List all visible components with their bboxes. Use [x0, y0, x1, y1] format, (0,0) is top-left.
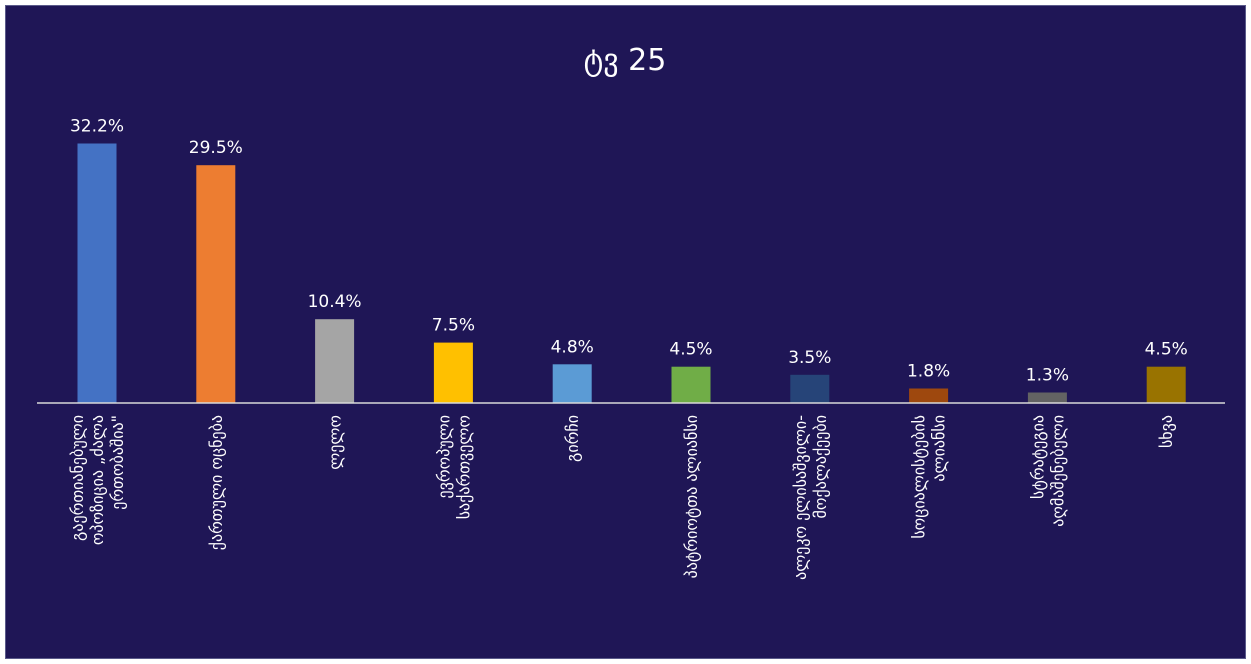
category-labels-layer: გაერთიანებული ოპოზიცია „ძალა ერთობაშია" ქარ…: [68, 415, 1176, 580]
bar-9: [1027, 392, 1067, 403]
bar-1: [77, 143, 117, 403]
bar-6: [671, 366, 711, 403]
category-label-line: ალიანსი: [930, 415, 949, 482]
category-label-line: გირჩი: [563, 415, 582, 462]
category-label-9: სტრატეგია აღმაშენებელი: [1028, 415, 1067, 527]
category-label-line: სტრატეგია: [1028, 415, 1047, 499]
category-label-line: გაერთიანებული: [68, 415, 87, 541]
value-label-9: 1.3%: [1026, 366, 1069, 386]
chart-frame: ტვ 25 32.2% 29.5% 10.4% 7.5% 4.8% 4.5% 3.5% 1.8…: [5, 5, 1246, 659]
category-label-7: ალეკო ელისაშვილი-მოქალაქეები: [791, 415, 830, 580]
category-label-line: ლელო: [326, 415, 345, 470]
bars-layer: [77, 143, 1186, 403]
category-label-line: ქართული ოცნება: [207, 415, 226, 550]
category-label-8: სოციალისტების ალიანსი: [910, 415, 949, 539]
bar-chart: ტვ 25 32.2% 29.5% 10.4% 7.5% 4.8% 4.5% 3.5% 1.8…: [6, 6, 1245, 658]
value-label-5: 4.8%: [551, 337, 594, 357]
category-label-3: ლელო: [326, 415, 345, 470]
category-label-line: ევროპული: [434, 415, 453, 498]
chart-background: [6, 6, 1245, 658]
value-label-8: 1.8%: [907, 362, 950, 382]
value-label-2: 29.5%: [189, 138, 243, 158]
bar-4: [433, 342, 473, 403]
category-label-4: ევროპული საქართველო: [434, 415, 473, 519]
category-label-line: სოციალისტების: [910, 415, 929, 539]
category-label-5: გირჩი: [563, 415, 582, 462]
value-label-7: 3.5%: [788, 348, 831, 368]
value-label-4: 7.5%: [432, 316, 475, 336]
bar-7: [790, 374, 830, 403]
value-label-1: 32.2%: [70, 117, 124, 137]
category-label-line: საქართველო: [454, 415, 473, 519]
value-labels-layer: 32.2% 29.5% 10.4% 7.5% 4.8% 4.5% 3.5% 1.8% 1.3% 4…: [70, 117, 1188, 386]
bar-5: [552, 364, 592, 403]
category-label-line: მოქალაქეები: [811, 415, 830, 518]
category-label-line: სხვა: [1157, 415, 1176, 448]
chart-title: ტვ 25: [584, 43, 667, 78]
category-label-10: სხვა: [1157, 415, 1176, 448]
category-label-1: გაერთიანებული ოპოზიცია „ძალა ერთობაშია": [68, 415, 127, 545]
category-label-line: აღმაშენებელი: [1048, 415, 1067, 527]
category-label-6: პატრიოტთა ალიანსი: [682, 415, 701, 578]
category-label-2: ქართული ოცნება: [207, 415, 226, 550]
category-label-line: პატრიოტთა ალიანსი: [682, 415, 701, 578]
value-label-10: 4.5%: [1145, 340, 1188, 360]
value-label-3: 10.4%: [308, 292, 362, 312]
bar-8: [909, 388, 949, 403]
bar-2: [196, 165, 236, 403]
bar-10: [1146, 366, 1186, 403]
category-label-line: ოპოზიცია „ძალა: [88, 415, 107, 545]
bar-3: [315, 319, 355, 403]
category-label-line: ალეკო ელისაშვილი-: [791, 415, 810, 580]
value-label-6: 4.5%: [669, 340, 712, 360]
category-label-line: ერთობაშია": [108, 415, 127, 510]
